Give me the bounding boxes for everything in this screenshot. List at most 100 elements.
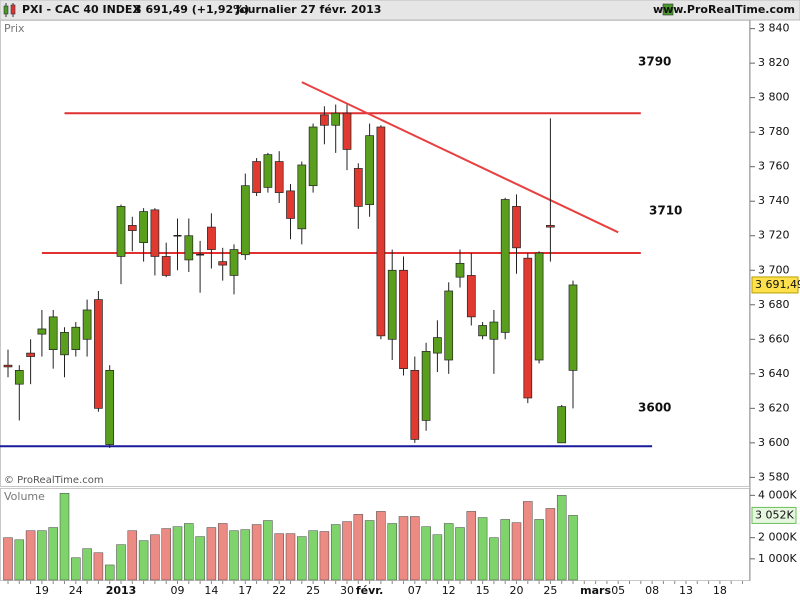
candle-body: [455, 263, 465, 278]
candle-body: [297, 164, 307, 230]
candle-body: [240, 185, 250, 256]
volume-bar: [71, 557, 81, 581]
volume-bar: [3, 537, 13, 581]
volume-bar: [206, 527, 217, 581]
candle-body: [207, 226, 216, 250]
price-tag-label: 3 691,49: [755, 278, 800, 291]
volume-bar: [127, 530, 138, 581]
candle-body: [105, 370, 115, 445]
candle-body: [229, 249, 239, 276]
y-tick-label: 3 800: [758, 91, 790, 104]
volume-bar: [330, 524, 341, 581]
y-tick-label: 3 740: [758, 194, 790, 207]
candle-body: [252, 161, 261, 193]
x-tick-label: 24: [69, 584, 83, 597]
volume-bar: [14, 539, 25, 581]
volume-tick-label: 1 000K: [758, 552, 797, 565]
candle-body: [60, 332, 69, 356]
candle-body: [512, 206, 521, 249]
symbol: PXI - CAC 40 INDEX: [22, 3, 141, 16]
x-tick-label: mars: [580, 584, 611, 597]
y-tick-label: 3 580: [758, 470, 790, 483]
volume-tick-label: 4 000K: [758, 488, 797, 501]
y-tick-label: 3 720: [758, 229, 790, 242]
volume-bar: [556, 495, 567, 581]
volume-bar: [534, 519, 544, 581]
volume-bar: [421, 526, 431, 581]
x-tick-label: 19: [35, 584, 49, 597]
candle-body: [342, 112, 352, 150]
y-tick-label: 3 640: [758, 367, 790, 380]
x-tick-label: 15: [476, 584, 490, 597]
x-tick-label: 30: [340, 584, 354, 597]
quote: 3 691,49 (+1,92%): [134, 3, 249, 16]
volume-bar: [150, 534, 160, 581]
candle-body: [557, 406, 567, 444]
x-tick-label: 07: [408, 584, 422, 597]
trend-line: [301, 81, 619, 234]
x-tick-label: 09: [171, 584, 185, 597]
candle-body: [353, 168, 363, 207]
x-tick-label: 22: [272, 584, 286, 597]
volume-panel-label: Volume: [4, 490, 45, 503]
candle-body: [308, 126, 318, 187]
volume-bar: [387, 523, 397, 581]
volume-bar: [500, 519, 510, 581]
volume-bar: [319, 531, 330, 581]
y-tick-label: 3 780: [758, 125, 790, 138]
volume-bar: [455, 527, 465, 581]
volume-bar: [104, 564, 115, 581]
candle-body: [489, 321, 499, 340]
candle-body: [523, 257, 533, 399]
volume-bar: [217, 523, 228, 581]
volume-bar: [523, 501, 533, 581]
x-tick-label: 25: [543, 584, 557, 597]
volume-tick-label: 2 000K: [758, 531, 797, 544]
y-tick-label: 3 680: [758, 298, 790, 311]
volume-tag: [751, 506, 797, 524]
candle-body: [218, 261, 228, 266]
candle-body: [37, 328, 47, 335]
volume-bar: [308, 530, 318, 581]
volume-bar: [229, 530, 239, 581]
candle-body: [546, 225, 555, 228]
candle-body: [71, 326, 81, 351]
candle-body: [150, 209, 160, 257]
site[interactable]: www.ProRealTime.com: [653, 3, 795, 16]
volume-bar: [59, 492, 70, 581]
volume-bar: [545, 508, 556, 581]
candle-body: [14, 370, 24, 385]
candle-body: [410, 370, 420, 440]
volume-bar: [172, 526, 183, 581]
candle-body: [421, 351, 431, 421]
header-icon[interactable]: [662, 3, 674, 16]
volume-bar: [48, 527, 58, 581]
candle-body: [478, 325, 487, 337]
volume-bar: [274, 533, 284, 581]
volume-bar: [353, 514, 364, 581]
candle-body: [433, 337, 442, 354]
candle-body: [3, 364, 13, 368]
volume-bar: [240, 529, 251, 581]
x-tick-label: 17: [238, 584, 252, 597]
candle-body: [116, 206, 126, 257]
volume-bar: [161, 528, 171, 581]
candle-body: [500, 199, 510, 333]
x-tick-label: 08: [645, 584, 659, 597]
candle-body: [331, 112, 341, 126]
y-tick-label: 3 820: [758, 56, 790, 69]
volume-bar: [195, 536, 205, 581]
volume-bar: [489, 537, 499, 581]
x-tick-label: 20: [510, 584, 524, 597]
x-tick-label: 13: [679, 584, 693, 597]
candle-body: [184, 235, 194, 261]
x-tick-label: 18: [713, 584, 727, 597]
candle-body: [161, 256, 171, 276]
volume-bar: [364, 520, 375, 581]
volume-bar: [184, 523, 194, 581]
candle-body: [444, 290, 454, 361]
candle-body: [286, 190, 295, 219]
y-tick-label: 3 840: [758, 22, 790, 35]
volume-bar: [432, 534, 443, 581]
candle-body: [376, 126, 386, 337]
